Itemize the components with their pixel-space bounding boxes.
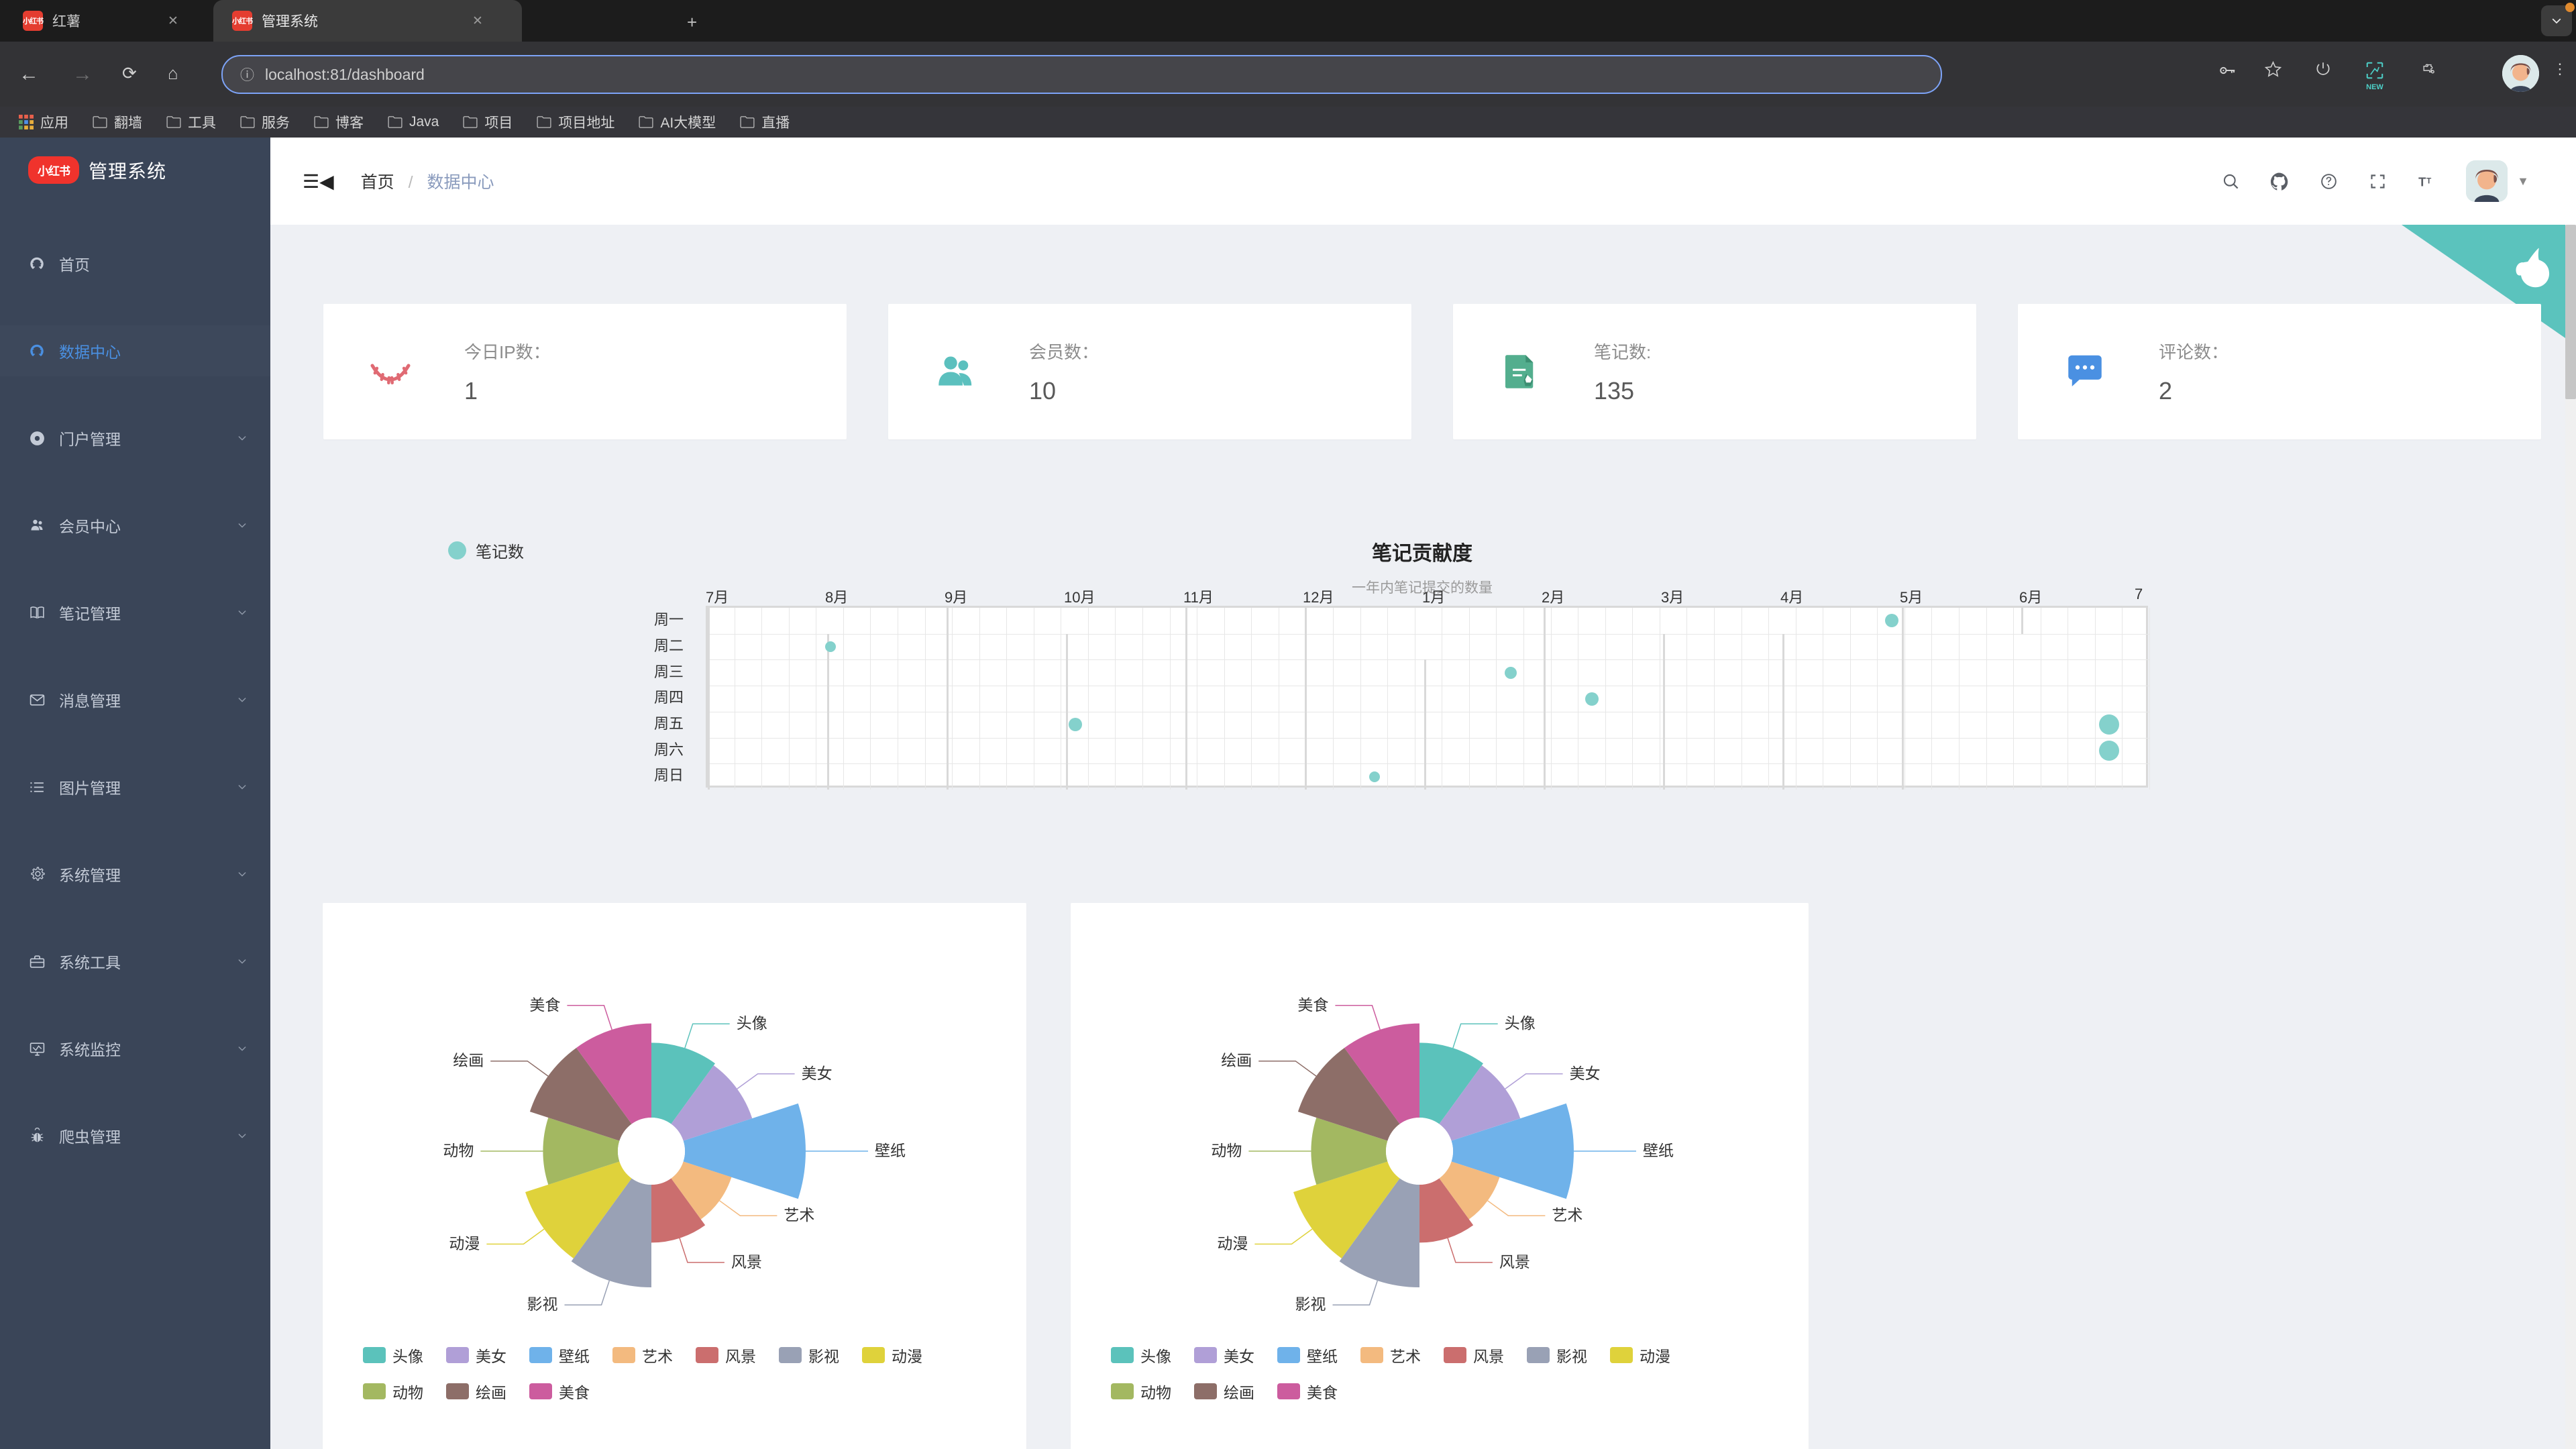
svg-text:头像: 头像 bbox=[737, 1014, 767, 1032]
svg-text:艺术: 艺术 bbox=[784, 1206, 814, 1224]
svg-text:动物: 动物 bbox=[443, 1142, 474, 1159]
svg-text:绘画: 绘画 bbox=[1221, 1052, 1252, 1069]
svg-text:影视: 影视 bbox=[1295, 1295, 1326, 1313]
svg-text:美女: 美女 bbox=[802, 1065, 833, 1082]
svg-text:美食: 美食 bbox=[529, 996, 560, 1014]
svg-text:美食: 美食 bbox=[1297, 996, 1328, 1014]
svg-text:动漫: 动漫 bbox=[1217, 1235, 1248, 1252]
svg-text:风景: 风景 bbox=[731, 1253, 762, 1271]
svg-text:壁纸: 壁纸 bbox=[875, 1142, 906, 1159]
svg-text:头像: 头像 bbox=[1505, 1014, 1536, 1032]
svg-text:壁纸: 壁纸 bbox=[1643, 1142, 1674, 1159]
svg-text:动漫: 动漫 bbox=[449, 1235, 480, 1252]
svg-text:影视: 影视 bbox=[527, 1295, 558, 1313]
svg-text:绘画: 绘画 bbox=[453, 1052, 484, 1069]
svg-text:风景: 风景 bbox=[1499, 1253, 1530, 1271]
svg-text:动物: 动物 bbox=[1211, 1142, 1242, 1159]
svg-text:美女: 美女 bbox=[1570, 1065, 1601, 1082]
svg-text:艺术: 艺术 bbox=[1552, 1206, 1582, 1224]
